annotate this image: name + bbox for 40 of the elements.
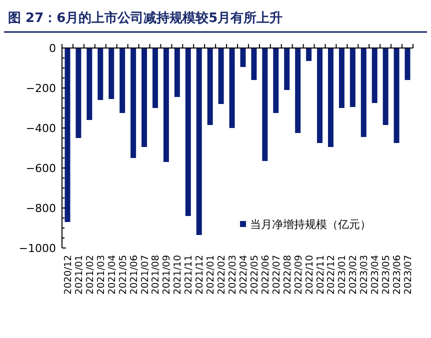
x-tick-label: 2021/02 [84,255,96,294]
y-tick-label: −1000 [18,242,56,255]
x-tick-label: 2021/06 [128,255,140,294]
x-tick-label: 2023/04 [370,255,382,294]
y-tick-label: −200 [26,82,56,95]
y-tick-label: −400 [26,122,56,135]
y-tick-label: −800 [26,202,56,215]
x-tick-label: 2022/09 [293,255,304,294]
x-tick-label: 2021/08 [150,255,162,294]
x-tick-label: 2021/09 [162,255,173,294]
x-tick-label: 2021/03 [96,255,107,294]
x-tick-label: 2021/07 [140,255,151,294]
x-tick-label: 2023/06 [392,255,404,294]
chart-title: 图 27：6月的上市公司减持规模较5月有所上升 [8,10,283,26]
y-tick-label: −600 [26,162,56,175]
x-tick-label: 2021/01 [74,255,85,294]
x-tick-label: 2021/12 [194,255,206,294]
x-tick-label: 2021/10 [172,255,184,294]
x-tick-label: 2022/04 [238,255,250,294]
x-tick-label: 2022/05 [249,255,260,294]
x-tick-label: 2023/03 [359,255,370,294]
x-tick-label: 2022/06 [260,255,272,294]
x-tick-label: 2022/02 [216,255,228,294]
x-tick-label: 2021/11 [184,255,195,294]
x-tick-label: 2020/12 [62,255,74,294]
x-tick-label: 2021/05 [118,255,129,294]
x-tick-label: 2022/01 [206,255,217,294]
x-tick-label: 2022/07 [271,255,282,294]
x-tick-label: 2022/12 [326,255,338,294]
legend-label: 当月净增持规模（亿元） [250,218,371,231]
x-tick-label: 2022/10 [304,255,316,294]
y-tick-label: 0 [49,42,56,55]
x-tick-label: 2023/05 [381,255,392,294]
x-tick-label: 2022/11 [315,255,326,294]
x-tick-label: 2023/02 [348,255,360,294]
x-tick-label: 2022/08 [282,255,294,294]
x-tick-label: 2023/07 [403,255,414,294]
x-tick-label: 2023/01 [337,255,348,294]
x-tick-label: 2021/04 [106,255,118,294]
x-tick-label: 2022/03 [228,255,239,294]
